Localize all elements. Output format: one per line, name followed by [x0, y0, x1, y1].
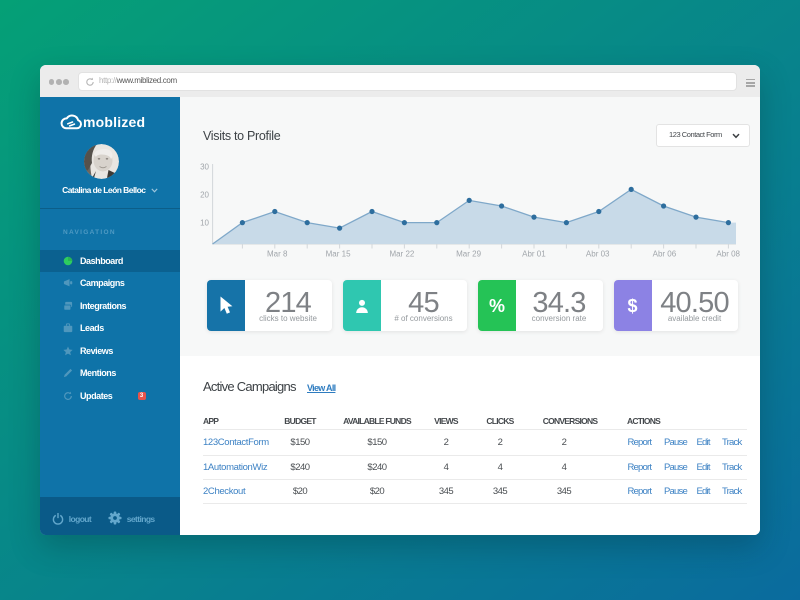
svg-text:Mar 15: Mar 15	[326, 250, 351, 259]
svg-text:Abr 06: Abr 06	[653, 250, 677, 259]
svg-text:Mar 22: Mar 22	[389, 250, 414, 259]
svg-text:30: 30	[200, 163, 209, 172]
svg-text:Mar 29: Mar 29	[456, 250, 481, 259]
svg-text:20: 20	[200, 191, 209, 200]
svg-text:Mar 8: Mar 8	[267, 250, 288, 259]
svg-text:Abr 08: Abr 08	[716, 250, 740, 259]
svg-text:Abr 01: Abr 01	[522, 250, 546, 259]
svg-text:Abr 03: Abr 03	[586, 250, 610, 259]
svg-text:10: 10	[200, 218, 209, 227]
